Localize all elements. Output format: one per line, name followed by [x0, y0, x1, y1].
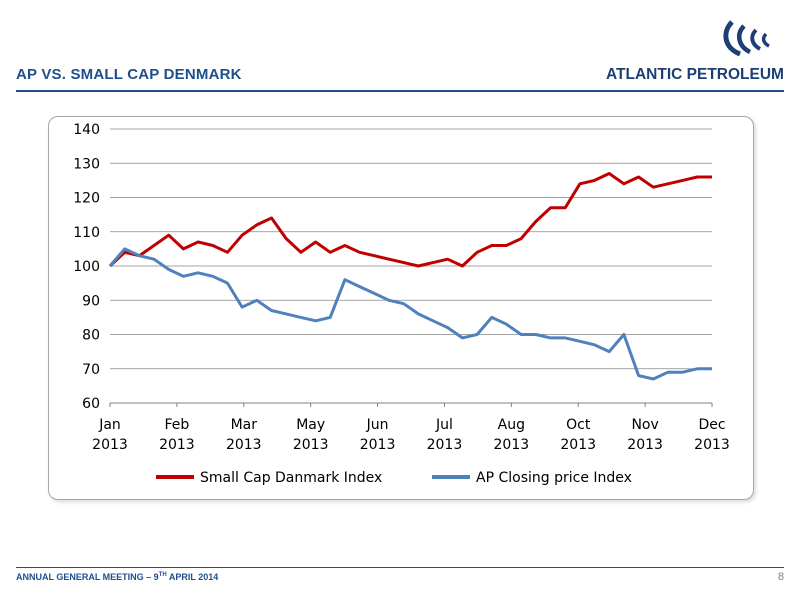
- x-tick-label-year: 2013: [694, 437, 730, 453]
- legend-label-1: Small Cap Danmark Index: [200, 470, 382, 486]
- x-tick-label-month: Jul: [435, 417, 453, 433]
- legend-label-2: AP Closing price Index: [476, 470, 632, 486]
- x-tick-label-year: 2013: [293, 437, 329, 453]
- y-tick-label: 80: [82, 328, 100, 344]
- x-tick-label-year: 2013: [360, 437, 396, 453]
- wave-logo-icon: [723, 20, 770, 57]
- x-tick-label-year: 2013: [560, 437, 596, 453]
- x-tick-label-month: Nov: [631, 417, 658, 433]
- y-tick-label: 120: [73, 191, 100, 207]
- y-tick-label: 100: [73, 259, 100, 275]
- y-tick-label: 60: [82, 396, 100, 412]
- chart-panel: [48, 116, 754, 500]
- x-tick-label-month: Aug: [498, 417, 525, 433]
- x-tick-label-year: 2013: [627, 437, 663, 453]
- x-tick-label-month: Jun: [366, 417, 389, 433]
- x-tick-label-month: Oct: [566, 417, 591, 433]
- x-tick-label-year: 2013: [159, 437, 195, 453]
- x-tick-label-month: May: [296, 417, 325, 433]
- y-tick-label: 110: [73, 225, 100, 241]
- x-tick-label-year: 2013: [226, 437, 262, 453]
- series-line-2: [108, 247, 712, 381]
- header-divider: [16, 90, 784, 92]
- x-tick-label-month: Mar: [231, 417, 258, 433]
- page-number: 8: [777, 571, 784, 583]
- company-logo: ATLANTIC PETROLEUM: [606, 18, 786, 88]
- x-tick-label-month: Jan: [98, 417, 121, 433]
- series-line-1: [108, 172, 712, 268]
- y-tick-label: 140: [73, 122, 100, 138]
- y-tick-label: 70: [82, 362, 100, 378]
- x-tick-label-year: 2013: [92, 437, 128, 453]
- y-tick-label: 90: [82, 293, 100, 309]
- y-tick-label: 130: [73, 156, 100, 172]
- page-title: AP VS. SMALL CAP DENMARK: [16, 66, 242, 83]
- x-tick-label-year: 2013: [494, 437, 530, 453]
- footer-text: ANNUAL GENERAL MEETING – 9TH APRIL 2014: [16, 572, 219, 582]
- x-tick-label-year: 2013: [427, 437, 463, 453]
- line-chart: 60 70 80 90 100 110 120 130 140 Jan 2013 Feb 2013 Mar…: [73, 122, 730, 486]
- x-tick-label-month: Dec: [698, 417, 725, 433]
- x-tick-label-month: Feb: [164, 417, 189, 433]
- footer-divider: [16, 567, 784, 568]
- logo-text: ATLANTIC PETROLEUM: [606, 66, 784, 83]
